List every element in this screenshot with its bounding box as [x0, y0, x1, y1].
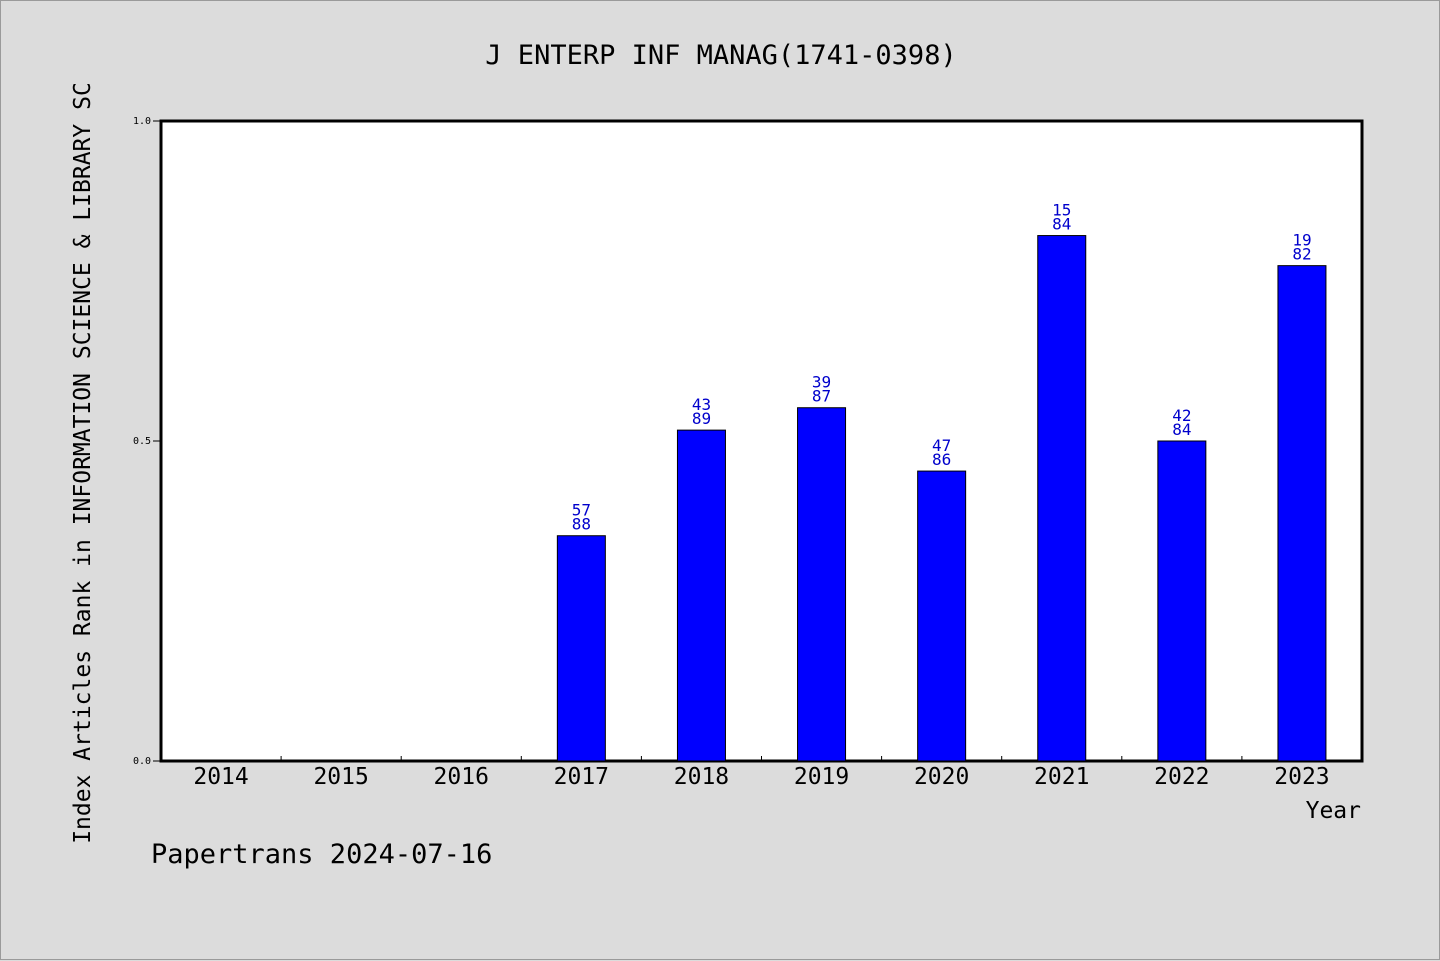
bar-value-label: 57 [572, 501, 591, 520]
x-tick-label: 2015 [313, 764, 368, 790]
x-tick-label: 2020 [914, 764, 969, 790]
bar-value-label: 84 [1172, 420, 1191, 439]
y-tick-label: 0.0 [133, 756, 151, 767]
bar-value-label: 42 [1172, 406, 1191, 425]
footer-credit: Papertrans 2024-07-16 [151, 839, 492, 870]
bar [797, 407, 847, 762]
x-tick-label: 2019 [794, 764, 849, 790]
bar-value-label: 82 [1292, 245, 1311, 264]
y-tick-label: 0.5 [133, 436, 151, 447]
bar [676, 429, 726, 762]
x-tick-label: 2017 [554, 764, 609, 790]
x-tick-label: 2014 [193, 764, 248, 790]
y-tick-label: 1.0 [133, 116, 151, 127]
bar [1157, 440, 1207, 762]
x-axis: 2014 2015 2016 2017 2018 2019 2020 2021 2022 2023 [193, 756, 1330, 790]
bar-value-label: 89 [692, 409, 711, 428]
x-axis-label: Year [1306, 798, 1361, 824]
x-tick-label: 2022 [1154, 764, 1209, 790]
bar-value-label: 39 [812, 373, 831, 392]
bar [556, 535, 606, 762]
bar-value-label: 86 [932, 450, 951, 469]
bar-value-label: 84 [1052, 215, 1071, 234]
bar [917, 470, 967, 762]
bar-value-label: 15 [1052, 201, 1071, 220]
bar-value-label: 43 [692, 395, 711, 414]
bar-value-label: 19 [1292, 231, 1311, 250]
chart-title: J ENTERP INF MANAG(1741-0398) [485, 40, 956, 71]
bar-value-label: 47 [932, 436, 951, 455]
bar-value-label: 88 [572, 515, 591, 534]
y-axis: 0.0 0.5 1.0 [133, 116, 161, 767]
y-axis-label: Index Articles Rank in INFORMATION SCIEN… [70, 82, 96, 844]
x-tick-label: 2016 [434, 764, 489, 790]
bar [1277, 265, 1327, 762]
bar-group [556, 235, 1327, 762]
x-tick-label: 2021 [1034, 764, 1089, 790]
x-tick-label: 2018 [674, 764, 729, 790]
bar [1037, 235, 1087, 762]
bar-value-label: 87 [812, 387, 831, 406]
x-tick-label: 2023 [1274, 764, 1329, 790]
